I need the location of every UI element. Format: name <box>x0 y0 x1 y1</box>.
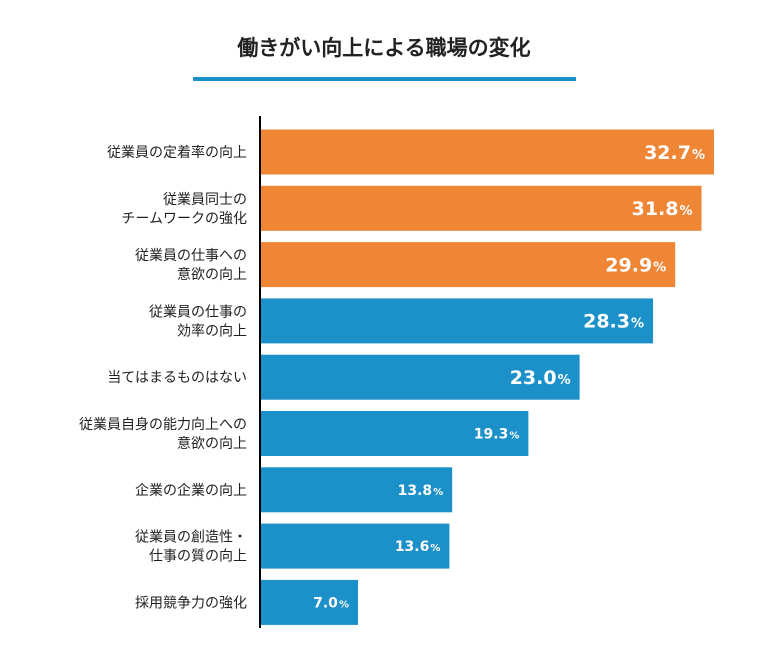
category-label-4: 従業員の仕事の効率の向上 <box>149 304 247 339</box>
bar-2-value-label: 31.8% <box>632 198 693 220</box>
category-label-9: 採用競争力の強化 <box>135 595 247 611</box>
category-label-8: 従業員の創造性・仕事の質の向上 <box>135 530 247 565</box>
category-label-1: 従業員の定着率の向上 <box>107 144 247 161</box>
bars-group: 32.7% 31.8% 29.9% 28.3% 23.0% 19.3% 13.8% 13.6%… <box>261 129 714 625</box>
bar-5 <box>261 354 580 400</box>
bar-1-value-label: 32.7% <box>644 142 705 164</box>
category-label-3: 従業員の仕事への意欲の向上 <box>135 248 247 283</box>
bar-8 <box>261 523 450 569</box>
category-label-6: 従業員自身の能力向上への意欲の向上 <box>79 417 247 452</box>
bar-1 <box>261 129 714 175</box>
category-label-5: 当てはまるものはない <box>107 370 247 386</box>
bar-7-value-label: 13.8% <box>398 483 444 499</box>
bar-4 <box>261 298 654 344</box>
bar-9 <box>261 579 358 625</box>
bar-6-value-label: 19.3% <box>474 427 520 443</box>
bar-9-value-label: 7.0% <box>313 595 349 611</box>
bar-7 <box>261 467 453 513</box>
chart-title: 働きがい向上による職場の変化 <box>236 36 530 60</box>
category-label-7: 企業の企業の向上 <box>135 482 247 499</box>
bar-2 <box>261 185 702 231</box>
category-label-2: 従業員同士のチームワークの強化 <box>121 192 247 227</box>
bar-8-value-label: 13.6% <box>395 539 441 555</box>
bar-5-value-label: 23.0% <box>510 367 571 389</box>
bar-6 <box>261 411 529 456</box>
bar-4-value-label: 28.3% <box>583 311 644 333</box>
category-labels-group: 従業員の定着率の向上従業員同士のチームワークの強化従業員の仕事への意欲の向上従業… <box>79 144 247 611</box>
bar-3-value-label: 29.9% <box>605 254 666 276</box>
bar-3 <box>261 242 676 288</box>
